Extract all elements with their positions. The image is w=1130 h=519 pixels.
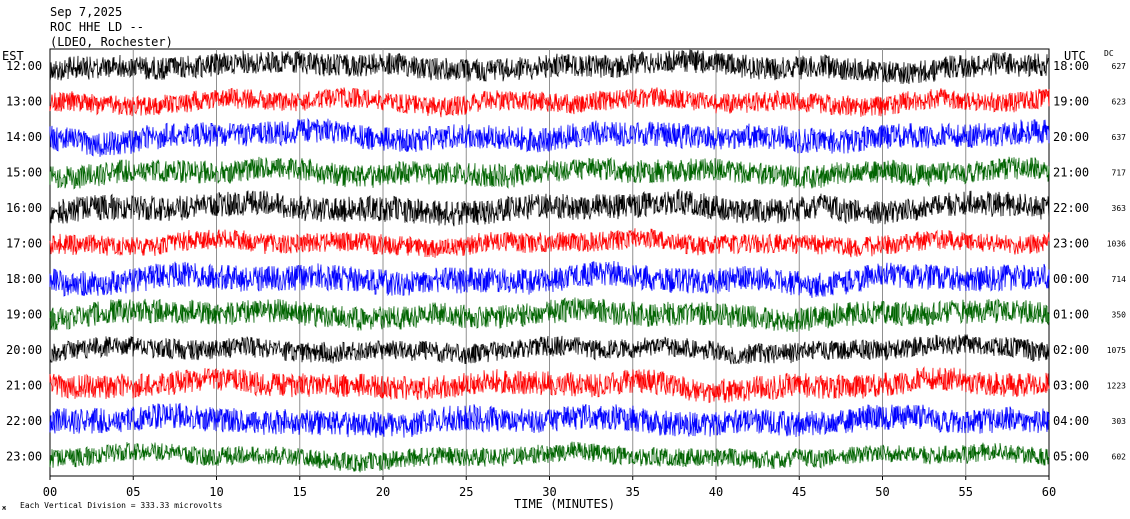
row-dc-value: 637 [1112, 133, 1127, 142]
row-label-est: 20:00 [6, 343, 42, 357]
row-label-est: 21:00 [6, 379, 42, 393]
row-label-est: 19:00 [6, 308, 42, 322]
row-dc-value: 1223 [1107, 382, 1126, 391]
x-tick-label: 20 [376, 485, 390, 499]
right-zone-label: UTC [1064, 49, 1086, 63]
row-label-utc: 18:00 [1053, 59, 1089, 73]
trace-line [49, 228, 1050, 258]
row-label-est: 17:00 [6, 237, 42, 251]
row-dc-value: 714 [1112, 275, 1127, 284]
row-label-est: 16:00 [6, 201, 42, 215]
row-label-est: 12:00 [6, 59, 42, 73]
trace-line [49, 260, 1050, 298]
dc-header-label: DC [1104, 49, 1114, 58]
row-dc-value: 623 [1112, 98, 1127, 107]
row-label-utc: 20:00 [1053, 130, 1089, 144]
row-dc-value: 1075 [1107, 346, 1126, 355]
x-tick-label: 05 [126, 485, 140, 499]
row-dc-value: 363 [1112, 204, 1127, 213]
x-tick-label: 40 [709, 485, 723, 499]
row-label-utc: 00:00 [1053, 272, 1089, 286]
x-tick-labels: 00 05 10 15 20 25 30 35 40 45 50 55 60 [43, 485, 1056, 499]
row-label-utc: 04:00 [1053, 414, 1089, 428]
x-tick-label: 55 [959, 485, 973, 499]
row-labels: 12:00 18:00 627 13:00 19:00 623 14:00 20:00 637 1… [6, 59, 1126, 464]
network-label: (LDEO, Rochester) [50, 35, 173, 49]
x-tick-label: 35 [626, 485, 640, 499]
row-dc-value: 303 [1112, 417, 1127, 426]
footnote-text: Each Vertical Division = 333.33 microvol… [20, 501, 222, 510]
row-label-utc: 02:00 [1053, 343, 1089, 357]
row-dc-value: 602 [1112, 453, 1127, 462]
x-tick-label: 45 [792, 485, 806, 499]
x-tick-label: 10 [209, 485, 223, 499]
row-label-est: 22:00 [6, 414, 42, 428]
trace-line [49, 334, 1050, 365]
row-label-utc: 22:00 [1053, 201, 1089, 215]
x-tick-label: 25 [459, 485, 473, 499]
x-tick-label: 50 [875, 485, 889, 499]
row-dc-value: 627 [1112, 62, 1127, 71]
row-label-utc: 19:00 [1053, 95, 1089, 109]
seismic-traces [49, 49, 1050, 473]
row-label-est: 18:00 [6, 272, 42, 286]
x-tick-label: 15 [293, 485, 307, 499]
row-dc-value: 1036 [1107, 240, 1126, 249]
station-label: ROC HHE LD -- [50, 20, 144, 34]
row-label-utc: 05:00 [1053, 450, 1089, 464]
row-label-est: 15:00 [6, 166, 42, 180]
trace-line [49, 156, 1050, 190]
row-label-est: 14:00 [6, 130, 42, 144]
trace-line [49, 87, 1050, 118]
trace-line [49, 297, 1050, 333]
date-label: Sep 7,2025 [50, 5, 122, 19]
left-zone-label: EST [2, 49, 24, 63]
x-axis-title: TIME (MINUTES) [514, 497, 615, 511]
x-tick-label: 30 [542, 485, 556, 499]
footnote-mark: ж [2, 504, 7, 512]
row-label-est: 13:00 [6, 95, 42, 109]
trace-line [49, 188, 1050, 227]
x-tick-label: 00 [43, 485, 57, 499]
trace-line [49, 366, 1050, 403]
row-label-utc: 01:00 [1053, 308, 1089, 322]
row-label-utc: 21:00 [1053, 166, 1089, 180]
trace-line [49, 441, 1050, 473]
row-label-utc: 23:00 [1053, 237, 1089, 251]
trace-line [49, 402, 1050, 438]
grid-lines [49, 49, 1050, 480]
trace-line [49, 49, 1050, 85]
x-tick-label: 60 [1042, 485, 1056, 499]
row-dc-value: 717 [1112, 169, 1127, 178]
row-label-utc: 03:00 [1053, 379, 1089, 393]
row-dc-value: 350 [1112, 311, 1127, 320]
row-label-est: 23:00 [6, 450, 42, 464]
trace-line [49, 117, 1050, 157]
